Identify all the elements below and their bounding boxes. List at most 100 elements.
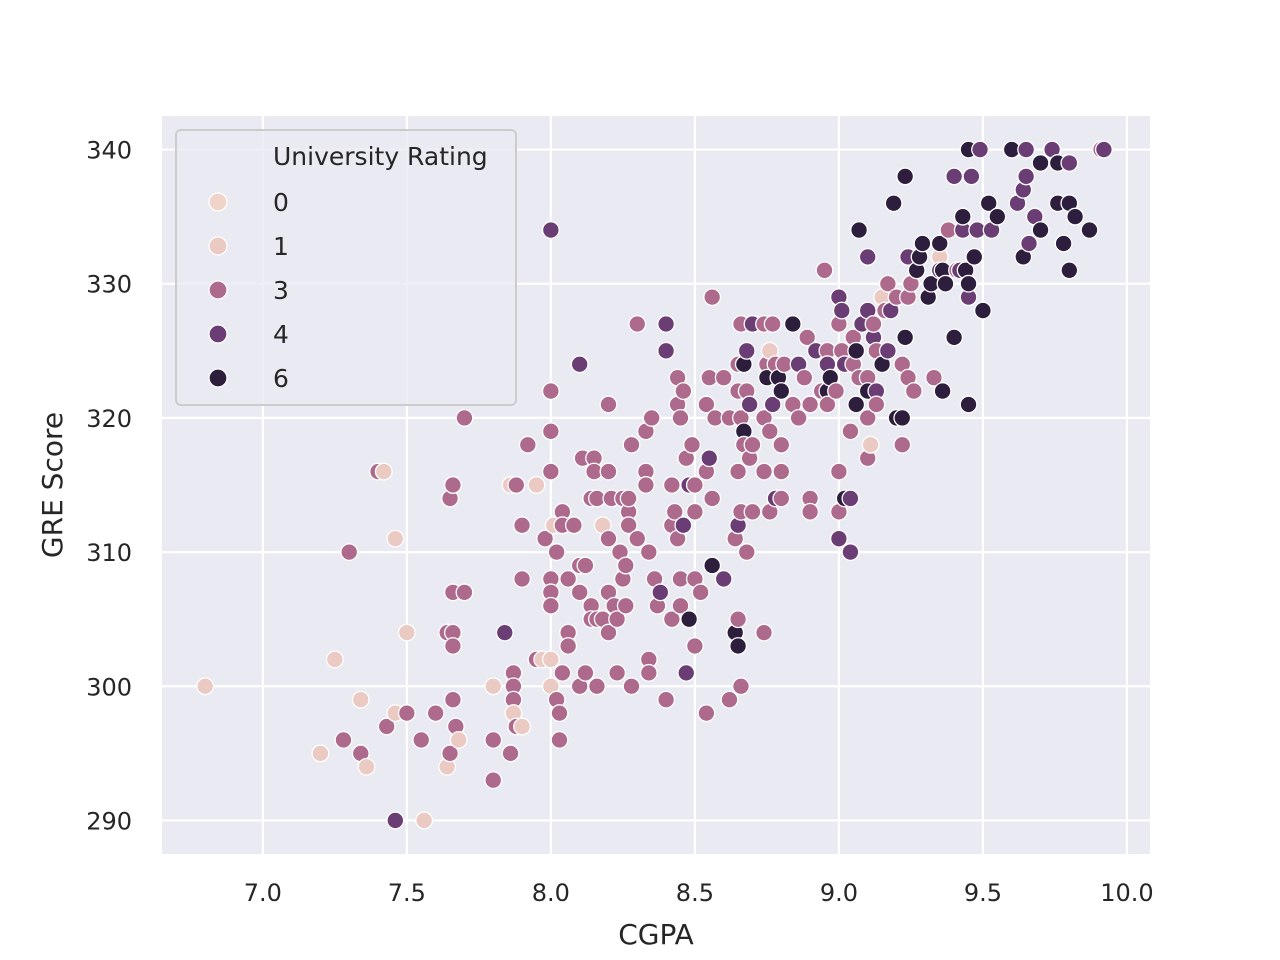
legend-label: 1	[273, 232, 289, 261]
data-point	[412, 730, 431, 749]
data-point	[930, 234, 949, 253]
data-point	[959, 274, 978, 293]
data-point	[913, 234, 932, 253]
data-point	[1060, 154, 1079, 172]
data-point	[896, 328, 915, 347]
data-point	[1066, 207, 1085, 226]
data-point	[1017, 167, 1036, 186]
data-point	[340, 543, 359, 562]
y-tick-label: 340	[86, 137, 132, 165]
data-point	[1094, 140, 1113, 159]
legend-marker	[208, 280, 228, 300]
data-point	[858, 408, 877, 427]
data-point	[657, 690, 676, 709]
legend-box	[175, 129, 517, 406]
data-point	[953, 207, 972, 226]
data-point	[541, 596, 560, 615]
data-point	[547, 543, 566, 562]
data-point	[671, 596, 690, 615]
data-point	[829, 462, 848, 481]
data-point	[576, 663, 595, 682]
data-point	[680, 610, 699, 629]
data-point	[1020, 234, 1038, 253]
x-axis-label: CGPA	[618, 918, 694, 951]
data-point	[426, 704, 445, 723]
x-tick-label: 9.0	[820, 879, 858, 907]
data-point	[763, 315, 782, 333]
data-point	[662, 610, 681, 629]
x-tick-label: 7.5	[388, 879, 426, 907]
y-tick-label: 290	[86, 807, 132, 835]
legend-label: 0	[273, 188, 289, 217]
data-point	[979, 194, 998, 213]
data-point	[351, 690, 370, 709]
data-point	[642, 408, 661, 427]
data-point	[861, 435, 880, 454]
data-point	[588, 677, 606, 696]
data-point	[374, 462, 393, 481]
data-point	[959, 395, 978, 414]
data-point	[513, 516, 532, 535]
x-tick-label: 8.0	[532, 879, 570, 907]
data-point	[691, 583, 710, 602]
data-point	[697, 704, 716, 723]
legend-label: 3	[273, 276, 289, 305]
data-point	[893, 435, 912, 454]
legend: University Rating 0 1 3 4 6	[175, 129, 517, 406]
data-point	[714, 569, 733, 588]
data-point	[737, 543, 756, 562]
data-point	[850, 221, 869, 240]
data-point	[783, 315, 802, 333]
data-point	[772, 435, 791, 454]
data-point	[513, 717, 532, 736]
data-point	[397, 704, 416, 723]
data-point	[570, 355, 589, 374]
legend-marker	[208, 368, 228, 388]
data-point	[971, 140, 990, 159]
data-point	[541, 462, 560, 481]
x-tick-label: 10.0	[1100, 879, 1153, 907]
data-point	[599, 623, 618, 642]
data-point	[619, 489, 638, 508]
data-point	[893, 408, 912, 427]
data-point	[973, 301, 992, 320]
data-point	[484, 771, 503, 790]
data-point	[847, 395, 866, 414]
data-point	[386, 529, 405, 548]
x-tick-label: 8.5	[676, 879, 714, 907]
data-point	[536, 529, 555, 548]
data-point	[841, 543, 860, 562]
data-point	[657, 341, 676, 360]
data-point	[628, 315, 647, 333]
data-point	[662, 476, 681, 494]
x-tick-label: 9.5	[964, 879, 1002, 907]
data-point	[685, 502, 704, 521]
data-point	[829, 529, 848, 548]
data-point	[513, 569, 532, 588]
y-tick-labels: 290 300 310 320 330 340	[86, 137, 132, 836]
data-point	[599, 462, 618, 481]
data-point	[357, 757, 376, 776]
data-point	[636, 476, 655, 494]
data-point	[527, 476, 546, 494]
legend-marker	[208, 192, 228, 212]
data-point	[801, 502, 820, 521]
data-point	[962, 167, 981, 186]
data-point	[1060, 261, 1079, 280]
data-points	[196, 140, 1113, 830]
data-point	[484, 677, 503, 696]
data-point	[945, 328, 964, 347]
data-point	[933, 382, 952, 401]
data-point	[501, 744, 520, 763]
data-point	[518, 435, 537, 454]
data-point	[703, 556, 722, 575]
y-tick-label: 330	[86, 271, 132, 299]
data-point	[720, 690, 739, 709]
data-point	[737, 341, 756, 360]
data-point	[795, 368, 814, 387]
data-point	[729, 610, 748, 629]
data-point	[665, 502, 684, 521]
data-point	[763, 395, 782, 414]
data-point	[729, 637, 748, 655]
data-point	[772, 382, 791, 401]
